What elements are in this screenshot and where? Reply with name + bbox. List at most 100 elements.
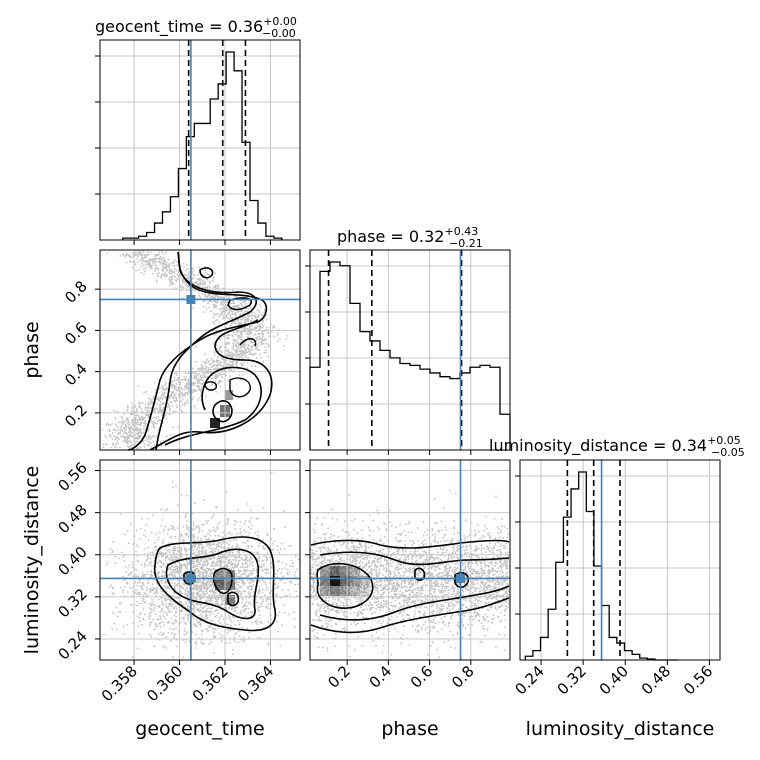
geocent-time-vs-phase-sample-point	[184, 391, 187, 394]
geocent-time-vs-luminosity-distance-sample-point	[149, 563, 151, 566]
geocent-time-vs-phase-sample-point	[139, 435, 141, 438]
geocent-time-vs-phase-sample-point	[257, 349, 259, 352]
geocent-time-vs-luminosity-distance-sample-point	[216, 527, 219, 530]
geocent-time-vs-luminosity-distance-sample-point	[208, 546, 211, 549]
geocent-time-vs-luminosity-distance-sample-point	[150, 571, 153, 574]
phase-vs-luminosity-distance-sample-point	[420, 542, 423, 545]
geocent-time-vs-phase-sample-point	[170, 268, 173, 271]
geocent-time-vs-phase-sample-point	[155, 416, 158, 418]
geocent-time-vs-phase-sample-point	[249, 352, 252, 355]
geocent-time-vs-luminosity-distance-sample-point	[255, 602, 257, 605]
geocent-time-vs-phase-sample-point	[213, 277, 215, 280]
geocent-time-vs-luminosity-distance-sample-point	[261, 591, 264, 594]
geocent-time-vs-phase-sample-point	[186, 399, 189, 402]
geocent-time-vs-luminosity-distance-sample-point	[218, 559, 220, 561]
geocent-time-vs-phase-sample-point	[207, 368, 210, 371]
geocent-time-vs-phase-sample-point	[184, 274, 186, 276]
geocent-time-vs-phase-sample-point	[126, 441, 129, 443]
geocent-time-vs-phase-sample-point	[174, 258, 177, 261]
geocent-time-vs-luminosity-distance-sample-point	[214, 534, 216, 537]
geocent-time-vs-phase-sample-point	[228, 354, 231, 357]
geocent-time-vs-luminosity-distance-sample-point	[237, 560, 240, 563]
geocent-time-vs-phase-sample-point	[158, 399, 161, 402]
geocent-time-vs-phase-sample-point	[181, 388, 183, 390]
geocent-time-vs-luminosity-distance-sample-point	[248, 532, 251, 534]
geocent-time-vs-phase-sample-point	[139, 417, 141, 420]
geocent-time-vs-phase-sample-point	[197, 369, 200, 371]
geocent-time-vs-phase-sample-point	[187, 267, 189, 270]
geocent-time-vs-luminosity-distance-sample-point	[122, 579, 125, 582]
geocent-time-vs-luminosity-distance-sample-point	[152, 618, 154, 621]
geocent-time-vs-phase-sample-point	[123, 436, 126, 438]
phase-vs-luminosity-distance-sample-point	[335, 632, 337, 635]
geocent-time-vs-phase-sample-point	[253, 314, 255, 317]
geocent-time-vs-phase-sample-point	[239, 331, 242, 334]
geocent-time-vs-luminosity-distance-sample-point	[146, 564, 149, 567]
geocent-time-vs-phase-sample-point	[130, 419, 133, 422]
geocent-time-vs-phase-sample-point	[110, 436, 112, 438]
geocent-time-vs-luminosity-distance-sample-point	[246, 563, 249, 566]
geocent-time-vs-phase-sample-point	[148, 403, 151, 405]
geocent-time-vs-luminosity-distance-sample-point	[246, 503, 249, 505]
geocent-time-vs-phase-sample-point	[268, 335, 271, 338]
geocent-time-vs-luminosity-distance-sample-point	[198, 581, 201, 584]
geocent-time-vs-luminosity-distance-sample-point	[267, 642, 270, 645]
geocent-time-vs-phase-sample-point	[271, 330, 273, 333]
geocent-time-vs-luminosity-distance-sample-point	[201, 544, 203, 546]
geocent-time-vs-phase-sample-point	[147, 438, 149, 440]
geocent-time-vs-phase-sample-point	[130, 425, 132, 428]
geocent-time-vs-phase-sample-point	[184, 378, 187, 381]
geocent-time-vs-luminosity-distance-sample-point	[151, 583, 154, 586]
geocent-time-vs-luminosity-distance-sample-point	[168, 548, 171, 551]
geocent-time-vs-phase-sample-point	[243, 343, 246, 346]
geocent-time-vs-phase-sample-point	[187, 278, 190, 281]
geocent-time-vs-luminosity-distance-sample-point	[211, 627, 214, 629]
geocent-time-vs-luminosity-distance-sample-point	[237, 555, 239, 558]
geocent-time-vs-phase-sample-point	[171, 383, 174, 386]
geocent-time-vs-phase-sample-point	[232, 360, 235, 363]
geocent-time-vs-luminosity-distance-sample-point	[202, 611, 204, 613]
geocent-time-vs-luminosity-distance-sample-point	[207, 537, 210, 540]
geocent-time-vs-luminosity-distance-sample-point	[261, 588, 264, 591]
geocent-time-vs-luminosity-distance-sample-point	[160, 618, 163, 621]
geocent-time-vs-phase-sample-point	[231, 352, 234, 355]
geocent-time-vs-luminosity-distance-sample-point	[249, 521, 251, 523]
geocent-time-vs-phase-sample-point	[155, 389, 157, 391]
geocent-time-vs-phase-sample-point	[231, 354, 234, 357]
geocent-time-vs-phase-sample-point	[217, 381, 220, 384]
geocent-time-vs-luminosity-distance-sample-point	[212, 526, 215, 529]
geocent-time-vs-phase-sample-point	[132, 410, 134, 413]
geocent-time-vs-phase-sample-point	[229, 315, 232, 317]
geocent-time-vs-phase-sample-point	[120, 425, 123, 428]
geocent-time-vs-luminosity-distance-sample-point	[236, 575, 239, 578]
geocent-time-vs-luminosity-distance-sample-point	[169, 599, 172, 602]
geocent-time-vs-phase-sample-point	[142, 439, 145, 442]
geocent-time-vs-phase-sample-point	[173, 376, 176, 379]
geocent-time-vs-phase-sample-point	[169, 394, 172, 397]
geocent-time-vs-luminosity-distance-sample-point	[163, 528, 165, 531]
geocent-time-vs-phase-sample-point	[220, 312, 223, 314]
geocent-time-vs-luminosity-distance-sample-point	[256, 601, 259, 604]
geocent-time-vs-luminosity-distance-sample-point	[188, 608, 191, 610]
geocent-time-vs-luminosity-distance-sample-point	[161, 603, 164, 606]
geocent-time-vs-phase-sample-point	[145, 255, 148, 257]
geocent-time-vs-phase-sample-point	[181, 280, 184, 283]
geocent-time-vs-phase-sample-point	[143, 422, 146, 425]
geocent-time-vs-phase-sample-point	[153, 270, 156, 272]
geocent-time-vs-luminosity-distance-sample-point	[173, 606, 176, 608]
phase-vs-luminosity-distance-sample-point	[381, 651, 384, 654]
geocent-time-vs-luminosity-distance-sample-point	[234, 560, 237, 562]
geocent-time-vs-phase-sample-point	[263, 339, 266, 342]
geocent-time-vs-luminosity-distance-sample-point	[174, 611, 177, 614]
geocent-time-vs-luminosity-distance-sample-point	[240, 579, 243, 582]
geocent-time-vs-phase-sample-point	[152, 435, 155, 438]
geocent-time-vs-phase-sample-point	[122, 440, 125, 443]
geocent-time-vs-luminosity-distance-sample-point	[105, 563, 108, 566]
geocent-time-vs-luminosity-distance-sample-point	[265, 555, 268, 558]
geocent-time-vs-luminosity-distance-sample-point	[239, 532, 242, 535]
geocent-time-vs-luminosity-distance-sample-point	[188, 602, 190, 604]
geocent-time-vs-luminosity-distance-sample-point	[216, 627, 219, 630]
geocent-time-vs-luminosity-distance-sample-point	[220, 561, 222, 563]
geocent-time-vs-phase-sample-point	[222, 304, 225, 306]
geocent-time-vs-phase-sample-point	[240, 331, 243, 333]
